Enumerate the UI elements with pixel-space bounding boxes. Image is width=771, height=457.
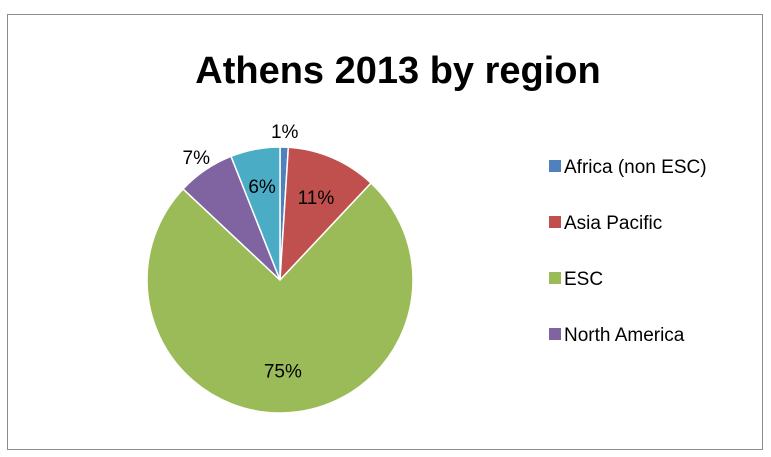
legend-swatch — [549, 328, 561, 340]
slice-label: 7% — [183, 148, 211, 169]
pie-slice — [279, 146, 373, 283]
legend-label: Africa (non ESC) — [564, 157, 707, 178]
slice-label: 11% — [298, 188, 335, 209]
pie-slices — [146, 146, 414, 414]
legend-label: Asia Pacific — [564, 213, 662, 234]
slice-label: 1% — [271, 122, 299, 143]
legend-swatch — [549, 272, 561, 284]
chart-legend: Africa (non ESC) Asia Pacific ESC North Ame… — [549, 157, 707, 346]
legend-swatch — [549, 160, 561, 172]
pie-slice-labels: 1% 11% 75% 7% 6% — [183, 122, 335, 382]
legend-label: North America — [564, 325, 685, 346]
slice-label: 6% — [248, 177, 276, 198]
pie-slice — [146, 181, 414, 414]
legend-swatch — [549, 216, 561, 228]
pie-slice — [230, 146, 281, 281]
chart-title: Athens 2013 by region — [195, 50, 600, 92]
slice-label: 75% — [264, 361, 302, 382]
legend-label: ESC — [564, 269, 603, 290]
